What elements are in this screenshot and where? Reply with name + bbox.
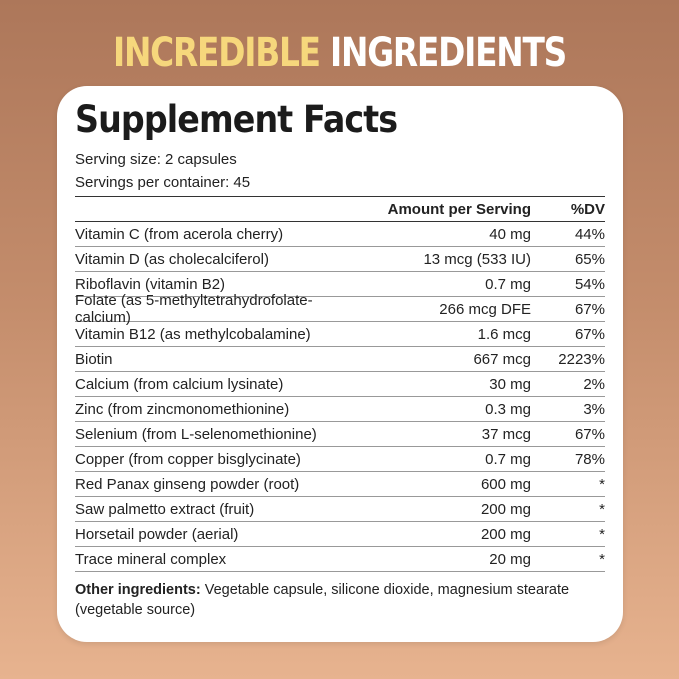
ingredient-name: Vitamin D (as cholecalciferol) xyxy=(75,250,269,268)
daily-value: * xyxy=(599,550,605,568)
table-header: Amount per Serving %DV xyxy=(75,197,605,222)
daily-value: 65% xyxy=(574,250,605,268)
header-dv: %DV xyxy=(570,200,605,218)
ingredient-name: Vitamin B12 (as methylcobalamine) xyxy=(75,325,311,343)
amount: 30 mg xyxy=(489,375,531,393)
other-ingredients-label: Other ingredients: xyxy=(75,582,201,598)
amount: 667 mcg xyxy=(473,350,531,368)
daily-value: 2% xyxy=(583,375,605,393)
daily-value: 67% xyxy=(574,325,605,343)
amount: 13 mcg (533 IU) xyxy=(423,250,531,268)
supplement-facts-card: Supplement Facts Serving size: 2 capsule… xyxy=(57,86,623,642)
table-row: Saw palmetto extract (fruit) 200 mg * xyxy=(75,497,605,522)
ingredient-name: Saw palmetto extract (fruit) xyxy=(75,500,255,518)
ingredient-name: Zinc (from zincmonomethionine) xyxy=(75,400,290,418)
table-row: Trace mineral complex 20 mg * xyxy=(75,547,605,572)
amount: 200 mg xyxy=(480,525,531,543)
ingredient-name: Riboflavin (vitamin B2) xyxy=(75,275,226,293)
amount: 200 mg xyxy=(480,500,531,518)
headline-part1: INCREDIBLE xyxy=(112,30,321,76)
page-title: Supplement Facts xyxy=(75,98,398,141)
daily-value: * xyxy=(599,525,605,543)
other-ingredients: Other ingredients: Vegetable capsule, si… xyxy=(75,580,595,620)
ingredient-name: Selenium (from L-selenomethionine) xyxy=(75,425,317,443)
daily-value: * xyxy=(599,500,605,518)
daily-value: 67% xyxy=(574,425,605,443)
headline-part2: INGREDIENTS xyxy=(330,30,567,76)
table-row: Copper (from copper bisglycinate) 0.7 mg 7… xyxy=(75,447,605,472)
serving-size: Serving size: 2 capsules xyxy=(75,151,237,168)
ingredient-name: Red Panax ginseng powder (root) xyxy=(75,475,300,493)
amount: 266 mcg DFE xyxy=(439,300,531,318)
table-row: Vitamin C (from acerola cherry) 40 mg 44% xyxy=(75,222,605,247)
daily-value: 54% xyxy=(574,275,605,293)
table-row: Red Panax ginseng powder (root) 600 mg * xyxy=(75,472,605,497)
facts-table: Amount per Serving %DV Vitamin C (from a… xyxy=(75,196,605,572)
table-row: Riboflavin (vitamin B2) 0.7 mg 54% xyxy=(75,272,605,297)
daily-value: 78% xyxy=(574,450,605,468)
daily-value: * xyxy=(599,475,605,493)
ingredient-name: Vitamin C (from acerola cherry) xyxy=(75,225,284,243)
amount: 1.6 mcg xyxy=(477,325,531,343)
amount: 37 mcg xyxy=(481,425,531,443)
ingredient-name: Copper (from copper bisglycinate) xyxy=(75,450,301,468)
header-amount: Amount per Serving xyxy=(387,200,531,218)
table-row: Calcium (from calcium lysinate) 30 mg 2% xyxy=(75,372,605,397)
ingredient-name: Folate (as 5-methyltetrahydrofolate-calc… xyxy=(75,292,313,326)
table-row: Folate (as 5-methyltetrahydrofolate-calc… xyxy=(75,292,605,326)
amount: 0.3 mg xyxy=(485,400,531,418)
table-row: Horsetail powder (aerial) 200 mg * xyxy=(75,522,605,547)
table-row: Vitamin D (as cholecalciferol) 13 mcg (53… xyxy=(75,247,605,272)
headline: INCREDIBLE INGREDIENTS xyxy=(61,30,618,76)
table-row: Zinc (from zincmonomethionine) 0.3 mg 3% xyxy=(75,397,605,422)
ingredient-name: Horsetail powder (aerial) xyxy=(75,525,239,543)
ingredient-name: Calcium (from calcium lysinate) xyxy=(75,375,284,393)
daily-value: 2223% xyxy=(558,350,605,368)
daily-value: 3% xyxy=(583,400,605,418)
table-row: Biotin 667 mcg 2223% xyxy=(75,347,605,372)
amount: 600 mg xyxy=(480,475,531,493)
other-ingredients-text: Vegetable capsule, silicone dioxide, mag… xyxy=(75,582,570,618)
daily-value: 44% xyxy=(574,225,605,243)
amount: 0.7 mg xyxy=(485,275,531,293)
servings-per-container: Servings per container: 45 xyxy=(75,174,251,191)
amount: 0.7 mg xyxy=(485,450,531,468)
ingredient-name: Biotin xyxy=(75,350,113,368)
amount: 40 mg xyxy=(489,225,531,243)
table-row: Vitamin B12 (as methylcobalamine) 1.6 mcg… xyxy=(75,322,605,347)
table-row: Selenium (from L-selenomethionine) 37 mcg… xyxy=(75,422,605,447)
ingredient-name: Trace mineral complex xyxy=(75,550,227,568)
daily-value: 67% xyxy=(574,300,605,318)
amount: 20 mg xyxy=(489,550,531,568)
